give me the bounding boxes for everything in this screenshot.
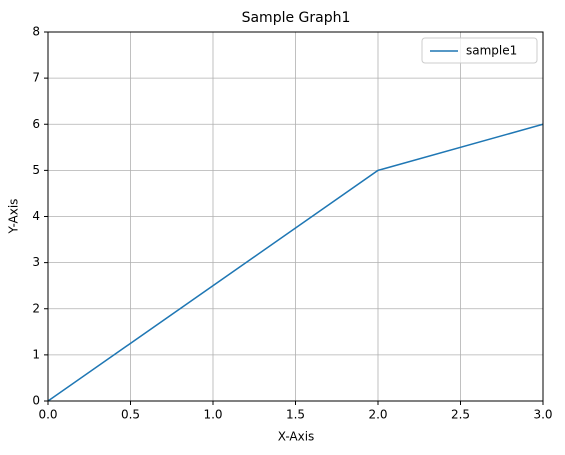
plot-frame (47, 31, 544, 402)
x-tick-label: 1.0 (203, 408, 222, 422)
y-tick-label: 1 (32, 347, 40, 361)
x-tick-label: 2.0 (368, 408, 387, 422)
y-tick-label: 7 (32, 71, 40, 85)
y-tick-label: 4 (32, 209, 40, 223)
y-tick-label: 3 (32, 255, 40, 269)
x-tick-label: 2.5 (451, 408, 470, 422)
chart-title: Sample Graph1 (242, 10, 351, 26)
x-axis-label: X-Axis (278, 430, 315, 444)
x-tick-label: 1.5 (286, 408, 305, 422)
y-tick-label: 0 (32, 394, 40, 408)
y-tick-label: 8 (32, 25, 40, 39)
y-tick-label: 2 (32, 301, 40, 315)
legend-label: sample1 (466, 44, 517, 58)
y-tick-label: 6 (32, 117, 40, 131)
y-tick-label: 5 (32, 163, 40, 177)
x-tick-label: 3.0 (533, 408, 552, 422)
y-axis-label: Y-Axis (7, 199, 21, 235)
x-tick-label: 0.5 (121, 408, 140, 422)
legend-box (421, 37, 538, 64)
x-tick-label: 0.0 (38, 408, 57, 422)
data-line (47, 123, 544, 402)
